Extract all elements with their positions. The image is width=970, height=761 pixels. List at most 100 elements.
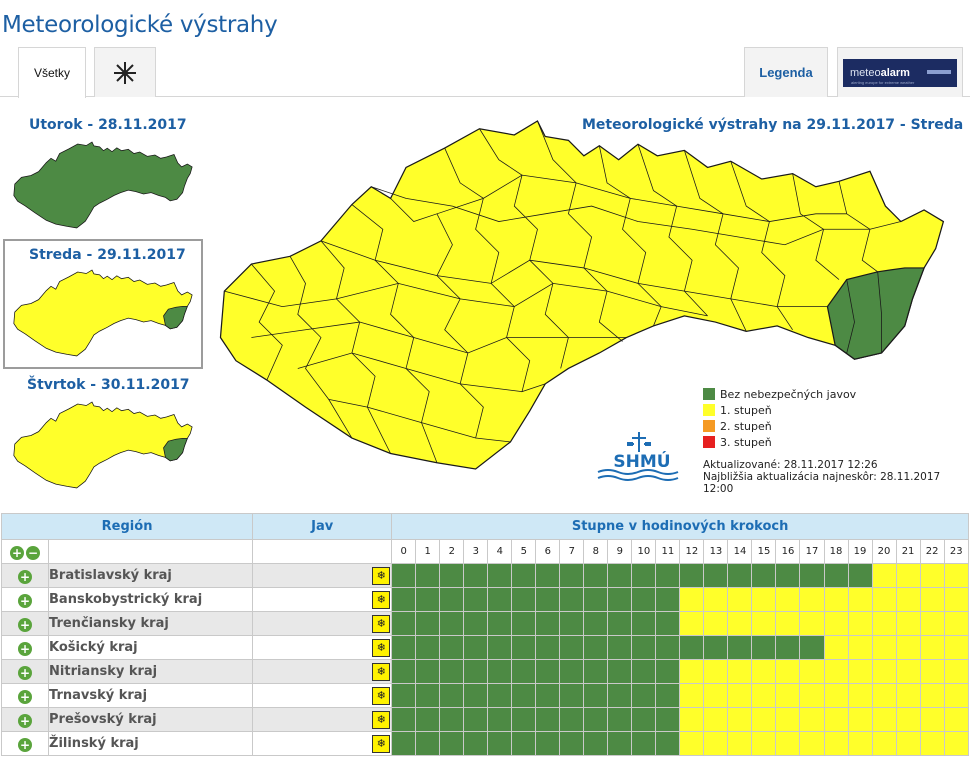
meteoalarm-link[interactable]: meteo alarm alerting europe for extreme w…	[837, 47, 963, 97]
hour-cell	[871, 587, 897, 612]
legend-item-level1: 1. stupeň	[703, 402, 856, 418]
hour-label: 23	[943, 539, 970, 564]
expand-region-icon[interactable]: +	[18, 570, 32, 584]
expand-region-icon[interactable]: +	[18, 642, 32, 656]
legend-label: Bez nebezpečných javov	[720, 387, 857, 401]
hour-cell	[511, 611, 537, 636]
hour-cell	[415, 611, 441, 636]
hour-cell	[511, 635, 537, 660]
hour-cell	[775, 611, 801, 636]
hour-cell	[775, 683, 801, 708]
hour-cell	[583, 731, 609, 756]
hour-label: 0	[391, 539, 417, 564]
hour-cell	[847, 635, 873, 660]
hour-cell	[415, 563, 441, 588]
hour-cell	[463, 587, 489, 612]
expand-region-icon[interactable]: +	[18, 690, 32, 704]
hour-cell	[607, 587, 633, 612]
hour-cell	[895, 611, 921, 636]
hour-cell	[391, 611, 417, 636]
hour-cell	[727, 683, 753, 708]
hour-cell	[463, 611, 489, 636]
hour-cell	[607, 683, 633, 708]
meteoalarm-prefix: meteo	[850, 66, 881, 79]
hour-label: 18	[823, 539, 849, 564]
hour-cell	[847, 707, 873, 732]
map-thumbnail-thursday[interactable]	[10, 400, 195, 490]
hour-label: 22	[919, 539, 945, 564]
hour-cell	[559, 731, 585, 756]
hour-cell	[655, 563, 681, 588]
phenomenon-cell: ❄	[252, 587, 393, 612]
hour-cell	[439, 659, 465, 684]
hour-cell	[943, 731, 970, 756]
hour-cell	[919, 683, 945, 708]
expand-region-icon[interactable]: +	[18, 666, 32, 680]
hour-cell	[631, 659, 657, 684]
map-thumbnail-wednesday[interactable]	[10, 268, 195, 358]
hour-cell	[799, 587, 825, 612]
hour-cell	[727, 659, 753, 684]
hour-cell	[703, 707, 729, 732]
empty-cell	[48, 539, 254, 564]
hour-cell	[775, 563, 801, 588]
region-name: Nitriansky kraj	[48, 659, 254, 684]
expand-cell: +	[0, 707, 50, 732]
hour-cell	[439, 707, 465, 732]
hour-cell	[895, 731, 921, 756]
warning-map[interactable]	[205, 110, 955, 480]
hour-label: 6	[535, 539, 561, 564]
hour-cell	[415, 683, 441, 708]
map-thumbnail-tuesday[interactable]	[10, 140, 195, 230]
hour-cell	[823, 563, 849, 588]
hour-cell	[823, 635, 849, 660]
hour-cell	[655, 659, 681, 684]
selected-day-frame[interactable]	[3, 239, 203, 369]
collapse-all-icon[interactable]: −	[26, 546, 40, 560]
hour-label: 15	[751, 539, 777, 564]
hour-cell	[391, 635, 417, 660]
hour-cell	[871, 731, 897, 756]
hour-cell	[463, 635, 489, 660]
hour-cell	[511, 659, 537, 684]
legend-item-level2: 2. stupeň	[703, 418, 856, 434]
empty-cell	[252, 539, 393, 564]
hour-cell	[439, 611, 465, 636]
hour-cell	[847, 659, 873, 684]
region-name: Košický kraj	[48, 635, 254, 660]
expand-region-icon[interactable]: +	[18, 714, 32, 728]
hour-cell	[703, 683, 729, 708]
hour-cell	[535, 731, 561, 756]
expand-all-icon[interactable]: +	[10, 546, 24, 560]
expand-region-icon[interactable]: +	[18, 738, 32, 752]
expand-cell: +	[0, 731, 50, 756]
expand-region-icon[interactable]: +	[18, 618, 32, 632]
tab-legend[interactable]: Legenda	[744, 47, 828, 97]
snowflake-icon: ❄	[372, 639, 391, 657]
hour-cell	[487, 587, 513, 612]
hour-cell	[415, 707, 441, 732]
day-label-thursday[interactable]: Štvrtok - 30.11.2017	[27, 377, 190, 393]
hour-cell	[943, 683, 970, 708]
hour-cell	[871, 707, 897, 732]
hour-cell	[847, 611, 873, 636]
hour-cell	[727, 731, 753, 756]
hour-cell	[919, 659, 945, 684]
expand-collapse-all: + −	[0, 539, 50, 564]
hour-cell	[559, 587, 585, 612]
hour-cell	[895, 707, 921, 732]
region-row: + Bratislavský kraj ❄	[0, 563, 970, 588]
hour-cell	[703, 563, 729, 588]
hour-cell	[703, 731, 729, 756]
hour-label: 1	[415, 539, 441, 564]
day-label-tuesday[interactable]: Utorok - 28.11.2017	[29, 117, 187, 133]
hour-cell	[919, 563, 945, 588]
expand-region-icon[interactable]: +	[18, 594, 32, 608]
day-label-wednesday[interactable]: Streda - 29.11.2017	[29, 247, 186, 263]
hour-cell	[559, 611, 585, 636]
tab-all[interactable]: Všetky	[18, 47, 86, 98]
snowflake-icon: ❄	[372, 711, 391, 729]
region-name: Trenčiansky kraj	[48, 611, 254, 636]
hour-cell	[535, 563, 561, 588]
tab-snow[interactable]	[94, 47, 156, 97]
